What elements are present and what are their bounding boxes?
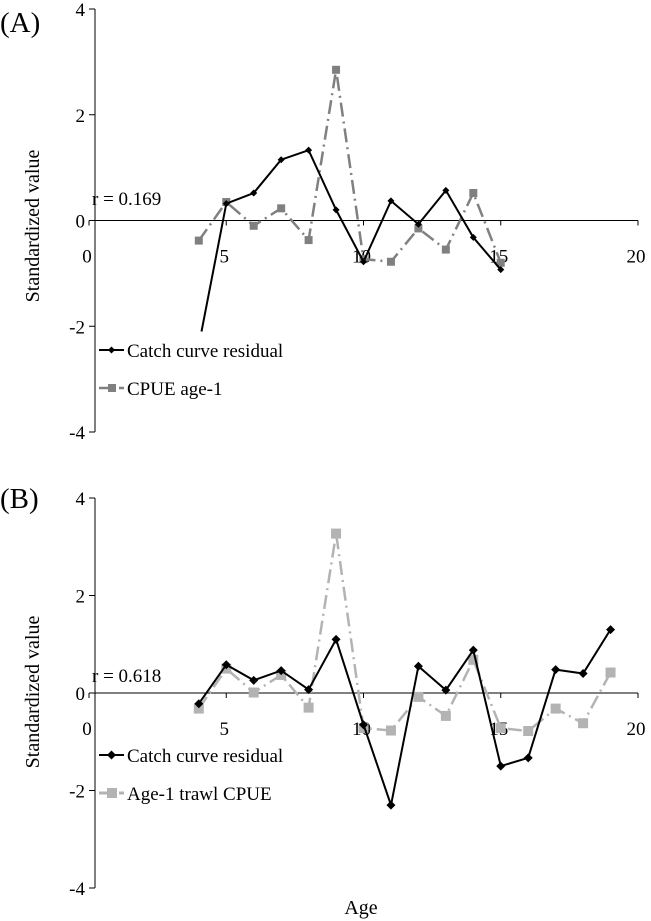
data-point-diamond	[304, 685, 314, 695]
data-point-diamond	[441, 685, 451, 695]
data-point-diamond	[551, 665, 561, 675]
y-tick-label: 4	[76, 0, 86, 21]
legend-item: Catch curve residual	[99, 341, 283, 362]
series-line	[197, 629, 612, 809]
y-axis-label: Standardized value	[22, 616, 44, 769]
data-point-diamond	[277, 156, 285, 164]
x-axis-label: Age	[344, 897, 377, 919]
data-point-diamond	[387, 197, 395, 205]
data-point-diamond	[414, 220, 422, 228]
data-point-diamond	[359, 720, 368, 730]
legend-item: Catch curve residual	[99, 746, 283, 767]
data-point-square	[413, 691, 424, 702]
x-tick-label: 20	[627, 719, 646, 740]
legend-diamond-marker	[107, 750, 116, 760]
data-point-square	[331, 528, 342, 539]
panel-label: (B)	[0, 483, 39, 515]
data-point-diamond	[578, 669, 588, 678]
y-tick-label: 2	[76, 587, 86, 608]
data-point-square	[248, 687, 259, 698]
data-point-square	[496, 258, 505, 267]
data-point-diamond	[221, 660, 231, 670]
legend-diamond-marker	[108, 346, 115, 354]
data-point-diamond	[332, 206, 340, 214]
data-point-diamond	[331, 634, 341, 644]
y-tick-label: -2	[69, 317, 85, 338]
data-point-diamond	[386, 800, 396, 810]
y-axis-label: Standardized value	[22, 150, 44, 303]
data-point-diamond	[523, 753, 533, 763]
data-point-square	[332, 65, 341, 74]
data-point-square	[193, 703, 204, 714]
data-point-diamond	[469, 233, 477, 241]
data-point-diamond	[442, 186, 450, 194]
legend-item: CPUE age-1	[99, 379, 223, 400]
data-point-square	[303, 702, 314, 713]
panel-label: (A)	[0, 7, 40, 39]
y-tick-label: 4	[76, 489, 86, 510]
data-point-diamond	[497, 266, 505, 274]
x-tick-label: 20	[627, 247, 646, 268]
data-point-square	[194, 236, 203, 245]
data-point-diamond	[250, 189, 258, 197]
series-line	[197, 533, 612, 733]
data-point-square	[440, 710, 451, 721]
y-tick-label: 0	[76, 684, 86, 705]
y-tick-label: -4	[69, 423, 85, 444]
legend-square-marker	[107, 788, 117, 798]
legend-item: Age-1 trawl CPUE	[99, 784, 272, 805]
data-point-square	[414, 224, 423, 233]
x-tick-label: 5	[220, 247, 230, 268]
data-point-diamond	[249, 675, 259, 685]
panel-a: (A) Standardized value r = 0.169 -4 -2 0 2 4…	[0, 0, 646, 444]
data-point-diamond	[222, 200, 230, 208]
y-tick-label: -4	[69, 879, 85, 900]
y-tick-label: 0	[76, 212, 86, 233]
data-point-diamond	[305, 146, 313, 154]
data-point-square	[304, 236, 313, 245]
data-point-square	[468, 654, 479, 665]
data-point-diamond	[194, 699, 204, 709]
legend: Catch curve residual CPUE age-1	[99, 341, 283, 400]
series-layer	[194, 65, 505, 332]
data-point-square	[550, 703, 561, 714]
data-point-square	[441, 245, 450, 254]
series-line	[200, 148, 502, 332]
y-tick-label: -2	[69, 782, 85, 803]
legend: Catch curve residual Age-1 trawl CPUE	[99, 746, 283, 805]
series-line	[197, 69, 502, 264]
data-point-diamond	[413, 661, 423, 671]
data-point-diamond	[496, 761, 506, 771]
data-point-square	[277, 204, 286, 213]
data-point-square	[523, 726, 534, 737]
axes: -4-202405101520	[69, 489, 645, 900]
correlation-annotation: r = 0.169	[92, 189, 161, 210]
data-point-square	[495, 723, 506, 734]
legend-label: Catch curve residual	[127, 341, 283, 362]
data-point-diamond	[468, 645, 478, 655]
x-tick-label: 0	[82, 719, 92, 740]
legend-label: Age-1 trawl CPUE	[127, 784, 272, 805]
x-tick-label: 0	[82, 247, 92, 268]
data-point-square	[578, 718, 589, 729]
correlation-annotation: r = 0.618	[92, 666, 161, 687]
data-point-square	[385, 725, 396, 736]
data-point-diamond	[606, 625, 616, 635]
data-point-square	[605, 667, 616, 678]
data-point-square	[249, 221, 258, 230]
series-layer	[193, 528, 616, 810]
data-point-square	[386, 257, 395, 266]
legend-square-marker	[108, 384, 116, 392]
x-tick-label: 5	[220, 719, 230, 740]
legend-label: Catch curve residual	[127, 746, 283, 767]
data-point-diamond	[276, 666, 286, 676]
panel-b: (B) Standardized value r = 0.618 Age -4 -…	[0, 483, 646, 919]
y-tick-label: 2	[76, 106, 86, 127]
data-point-diamond	[360, 258, 367, 266]
data-point-square	[469, 189, 478, 198]
legend-label: CPUE age-1	[127, 379, 223, 400]
axes: -4-202405101520	[69, 0, 645, 444]
